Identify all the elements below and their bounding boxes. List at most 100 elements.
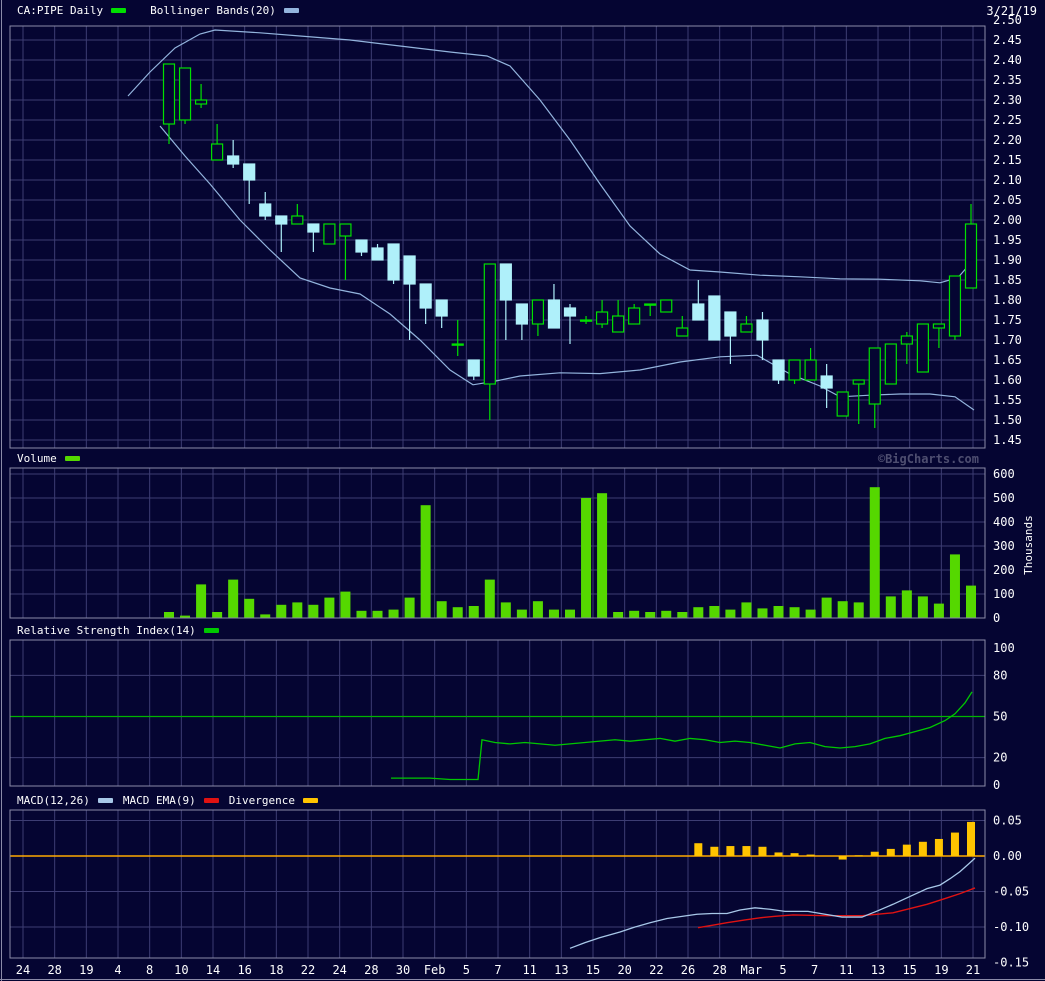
rsi-line	[391, 691, 973, 781]
macd-ema-label: MACD EMA(9)	[122, 794, 196, 807]
symbol-legend: CA:PIPE Daily	[17, 4, 127, 17]
volume-bar	[677, 612, 688, 618]
x-axis-date-label: 24	[16, 963, 30, 977]
rsi-line-layer	[10, 691, 985, 781]
bollinger-upper-band	[127, 29, 975, 284]
volume-bar	[869, 487, 880, 618]
candle-up	[483, 263, 496, 385]
candle-up	[595, 311, 609, 325]
price-axis-label: 2.25	[993, 113, 1022, 127]
price-axis-label: 2.05	[993, 193, 1022, 207]
volume-bar	[548, 609, 559, 618]
macd-layer	[10, 821, 985, 949]
volume-bar	[789, 607, 800, 618]
price-axis-label: 2.15	[993, 153, 1022, 167]
x-axis-date-label: 5	[463, 963, 470, 977]
x-axis-date-label: 22	[649, 963, 663, 977]
candle-down	[820, 375, 833, 389]
bollinger-legend: Bollinger Bands(20)	[150, 4, 299, 17]
divergence-bar	[758, 846, 767, 856]
volume-bar	[180, 615, 191, 618]
price-axis-label: 1.45	[993, 433, 1022, 447]
x-axis-date-label: 28	[712, 963, 726, 977]
divergence-bar	[774, 852, 783, 856]
candle-up	[932, 323, 946, 329]
volume-bar	[629, 610, 640, 618]
price-axis-label: 1.85	[993, 273, 1022, 287]
candle-up	[964, 223, 978, 289]
volume-bar	[725, 609, 736, 618]
price-axis-label: 1.50	[993, 413, 1022, 427]
volume-bar	[805, 609, 816, 618]
volume-bar	[821, 597, 832, 618]
macd-panel-border	[9, 809, 986, 959]
volume-bar	[372, 610, 383, 618]
price-axis-label: 1.80	[993, 293, 1022, 307]
macd-axis-label: 0.00	[993, 849, 1022, 863]
x-axis-date-label: 15	[902, 963, 916, 977]
price-axis-label: 2.00	[993, 213, 1022, 227]
price-panel-border	[9, 25, 986, 449]
divergence-bar	[854, 855, 863, 857]
volume-bar	[709, 606, 720, 618]
volume-bar	[468, 606, 479, 618]
volume-bar	[741, 602, 752, 618]
price-axis-label: 2.20	[993, 133, 1022, 147]
volume-bar	[452, 607, 463, 618]
candle-up	[788, 359, 801, 381]
price-axis-label: 1.95	[993, 233, 1022, 247]
x-axis-date-label: 11	[522, 963, 536, 977]
candle-down	[547, 299, 561, 329]
candle-down	[724, 311, 737, 337]
price-axis-label: 1.65	[993, 353, 1022, 367]
rsi-axis-label: 50	[993, 710, 1007, 724]
vol-panel-border	[9, 467, 986, 619]
x-axis-date-label: 14	[206, 963, 220, 977]
x-axis-date-label: 13	[554, 963, 568, 977]
candle-up	[740, 323, 753, 333]
candle-down	[387, 243, 400, 281]
candle-down	[756, 319, 769, 341]
volume-bar	[420, 505, 431, 618]
x-axis-date-label: 19	[934, 963, 948, 977]
volume-axis-label: 0	[993, 611, 1000, 625]
volume-bar	[196, 584, 207, 618]
bollinger-bands-layer	[127, 29, 975, 411]
volume-legend-marker	[64, 456, 80, 461]
price-axis-label: 2.50	[993, 13, 1022, 27]
volume-bar	[773, 606, 784, 618]
candle-down	[403, 255, 416, 285]
candle-up	[676, 327, 689, 337]
divergence-bar	[742, 846, 751, 856]
volume-bar	[484, 579, 495, 618]
candle-up	[948, 275, 962, 337]
bollinger-legend-marker	[283, 8, 299, 13]
candle-down	[499, 263, 512, 301]
rsi-panel-border	[9, 639, 986, 787]
volume-axis-unit-label: Thousands	[1022, 515, 1035, 575]
candle-up	[868, 347, 881, 405]
divergence-bar	[950, 832, 959, 856]
macd-panel-header: MACD(12,26) MACD EMA(9) Divergence	[17, 794, 318, 807]
volume-bar	[901, 590, 912, 618]
price-axis-label: 2.40	[993, 53, 1022, 67]
volume-axis-label: 200	[993, 563, 1015, 577]
candle-up	[644, 303, 657, 306]
rsi-axis-label: 20	[993, 751, 1007, 765]
price-axis-label: 2.30	[993, 93, 1022, 107]
volume-legend: Volume	[17, 452, 80, 465]
volume-bar	[404, 597, 415, 618]
volume-bar	[212, 612, 223, 618]
volume-axis-label: 300	[993, 539, 1015, 553]
candle-down	[371, 247, 384, 261]
volume-bar	[661, 610, 672, 618]
macd-axis-label: -0.10	[993, 920, 1029, 934]
candle-up	[660, 299, 673, 313]
candle-up	[451, 343, 464, 346]
volume-bar	[597, 493, 608, 618]
symbol-label: CA:PIPE Daily	[17, 4, 104, 17]
bollinger-lower-band	[159, 125, 975, 411]
volume-bar	[757, 608, 768, 618]
candle-down	[355, 239, 368, 253]
